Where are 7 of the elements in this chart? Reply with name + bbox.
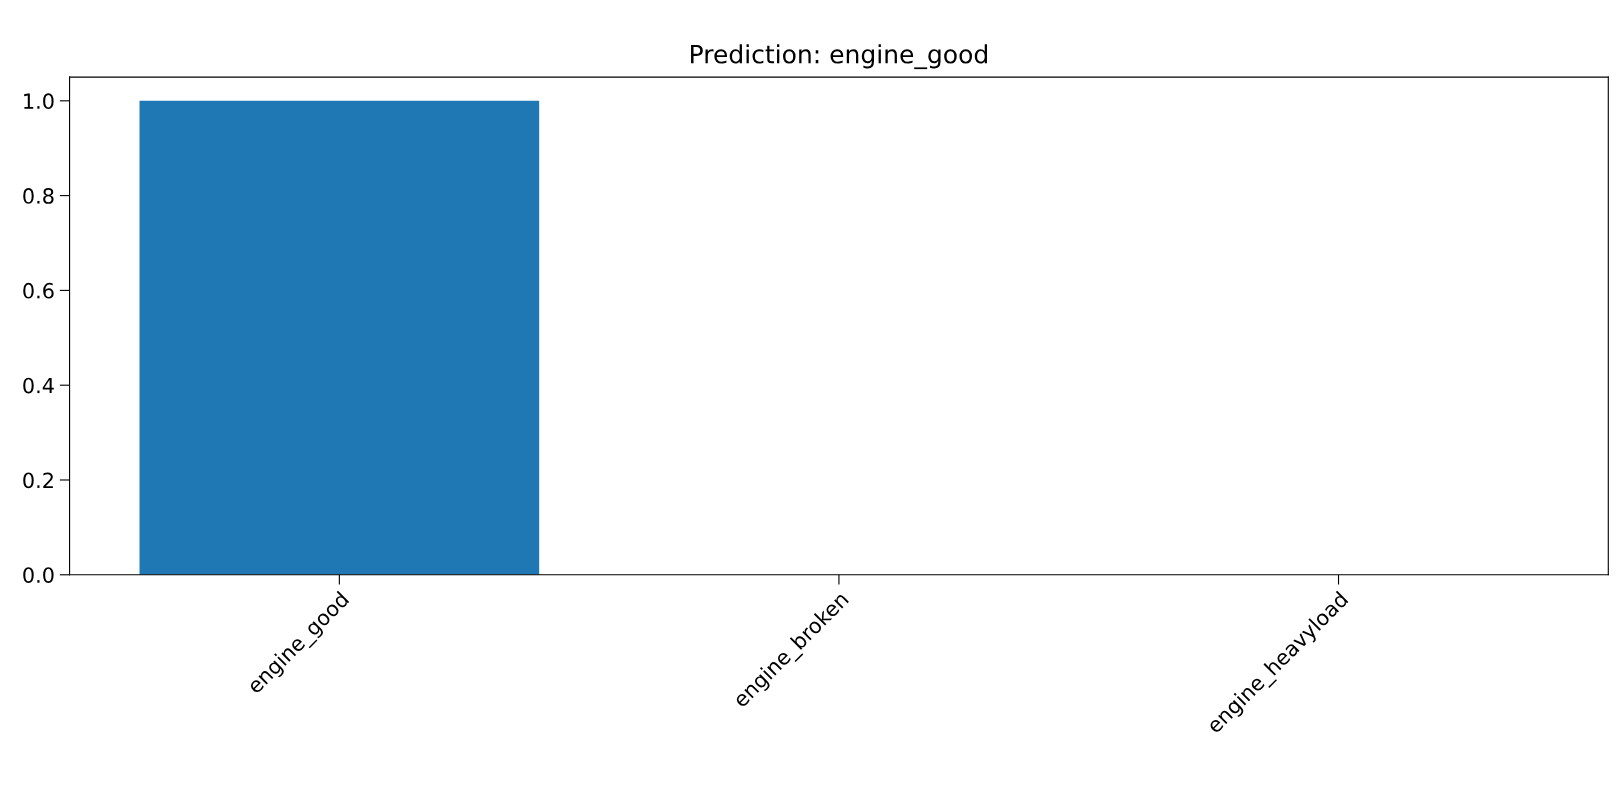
chart-title: Prediction: engine_good [691,44,987,70]
y-tick-label: 0.8 [23,188,54,204]
y-tick-label: 0.2 [23,472,53,489]
y-tick-label: 0.0 [23,567,54,583]
y-tick-label: 0.4 [23,377,54,394]
y-tick-label: 0.6 [23,282,54,299]
y-tick-label: 1.0 [24,93,54,110]
